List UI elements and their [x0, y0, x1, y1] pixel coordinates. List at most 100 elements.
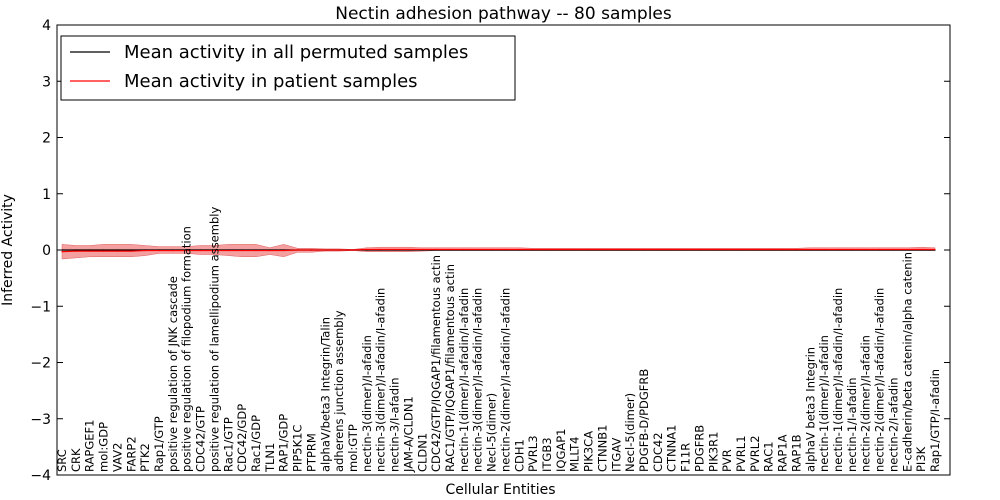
permuted-point — [130, 249, 132, 251]
y-axis-ticks: −4 −3 −2 −1 0 1 2 3 4 — [30, 18, 950, 484]
x-category-label: CRK — [69, 448, 83, 472]
patient-point — [255, 249, 257, 252]
patient-point — [380, 248, 382, 251]
x-category-label: RAP1B — [789, 434, 803, 472]
patient-point — [296, 249, 299, 251]
patient-point — [906, 248, 908, 251]
patient-point — [116, 250, 119, 252]
patient-point — [352, 249, 354, 251]
x-category-label: Rap1/GTP — [152, 416, 166, 472]
patient-point — [754, 248, 756, 251]
patient-point — [657, 248, 659, 251]
patient-point — [435, 248, 437, 251]
x-category-label: mol:GDP — [97, 422, 111, 472]
x-category-label: MLLT4 — [568, 437, 582, 473]
patient-point — [421, 248, 423, 251]
patient-point — [490, 248, 493, 251]
x-axis-label: Cellular Entities — [445, 482, 555, 498]
patient-point — [102, 250, 105, 252]
patient-point — [532, 248, 534, 251]
x-category-label: ITGAV — [609, 438, 623, 472]
x-category-label: mol:GTP — [346, 424, 360, 472]
x-category-label: positive regulation of JNK cascade — [166, 276, 180, 472]
patient-point — [130, 250, 132, 252]
patient-point — [449, 248, 451, 251]
x-category-label: RAP1A — [776, 434, 790, 472]
patient-point — [837, 248, 839, 251]
x-category-label: PVRL1 — [734, 435, 748, 472]
x-category-label: nectin-1(dimer)/I-afadin/I-afadin — [831, 288, 845, 472]
legend-box — [60, 35, 516, 101]
x-category-label: nectin-2(dimer)/I-afadin/I-afadin — [873, 288, 887, 472]
y-tick-label: 2 — [42, 131, 51, 147]
patient-point — [934, 248, 936, 251]
x-category-label: RAC1 — [762, 441, 776, 472]
x-category-label: PTK2 — [138, 443, 152, 472]
y-tick-label: 3 — [42, 74, 51, 90]
x-category-label: CDC42/GTP — [194, 406, 208, 472]
patient-point — [366, 248, 368, 251]
category-labels: SRC CRK RAPGEF1 mol:GDP VAV2 FARP2 PTK2 Rap1/GT… — [55, 207, 942, 473]
x-category-label: nectin-1/I-afadin — [845, 378, 859, 473]
patient-point — [546, 248, 548, 251]
patient-point — [671, 248, 673, 251]
x-category-label: nectin-3(dimer)/I-afadin/I-afadin — [471, 288, 485, 472]
patient-point — [643, 248, 645, 251]
patient-point — [823, 248, 825, 251]
x-category-label: alphaV beta3 Integrin — [803, 347, 817, 472]
patient-point — [795, 248, 798, 251]
x-category-label: PI3K — [914, 446, 928, 472]
x-category-label: nectin-2(dimer)/I-afadin/I-afadin — [498, 288, 512, 472]
x-category-label: CDC42/GTP/IQGAP1/filamentous actin — [429, 255, 443, 472]
y-tick-label: −2 — [30, 356, 51, 372]
patient-point — [781, 248, 784, 251]
patient-point — [89, 250, 91, 252]
patient-point — [574, 248, 576, 251]
x-category-label: CDC42 — [651, 432, 665, 472]
patient-point — [407, 248, 410, 251]
x-category-label: alphaV/beta3 Integrin/Talin — [318, 317, 332, 472]
x-category-label: CDC42/GDP — [235, 404, 249, 472]
x-category-label: PVRL3 — [526, 435, 540, 472]
patient-point — [504, 248, 507, 251]
y-tick-label: −1 — [30, 299, 51, 315]
x-category-label: nectin-3/I-afadin — [388, 378, 402, 473]
x-category-label: adherens junction assembly — [332, 310, 346, 472]
patient-point — [615, 248, 617, 251]
x-category-label: PDGFRB — [692, 425, 706, 472]
patient-point — [698, 248, 701, 251]
patient-point — [518, 248, 520, 251]
x-category-label: Rac1/GDP — [249, 415, 263, 472]
permuted-point — [75, 249, 77, 251]
patient-point — [283, 249, 285, 252]
x-category-label: positive regulation of filopodium format… — [180, 226, 194, 472]
x-category-label: nectin-2(dimer)/I-afadin — [859, 335, 873, 472]
x-category-label: JAM-A/CLDN1 — [401, 396, 415, 473]
legend: Mean activity in all permuted samples Me… — [60, 35, 516, 101]
x-category-label: FARP2 — [124, 436, 138, 472]
permuted-point — [102, 249, 105, 251]
patient-point — [740, 248, 742, 251]
y-tick-label: −3 — [30, 412, 51, 428]
x-category-label: CTNNA1 — [665, 425, 679, 472]
patient-point — [920, 248, 922, 251]
x-category-label: RAP1/GDP — [277, 414, 291, 472]
patient-point — [269, 249, 271, 252]
patient-point — [186, 249, 188, 252]
patient-point — [809, 248, 811, 251]
patient-point — [477, 248, 479, 251]
chart-title: Nectin adhesion pathway -- 80 samples — [335, 4, 672, 24]
x-category-label: PVRL2 — [748, 435, 762, 472]
x-category-label: PIK3CA — [582, 431, 596, 472]
patient-point — [601, 248, 604, 251]
legend-label-patient: Mean activity in patient samples — [124, 71, 418, 92]
patient-point — [892, 248, 895, 251]
patient-point — [144, 249, 146, 252]
y-tick-label: 4 — [42, 18, 51, 34]
x-category-label: TLN1 — [263, 443, 277, 473]
permuted-point — [116, 249, 119, 251]
patient-point — [587, 248, 590, 251]
y-tick-label: −4 — [30, 468, 51, 484]
patient-point — [213, 249, 216, 252]
